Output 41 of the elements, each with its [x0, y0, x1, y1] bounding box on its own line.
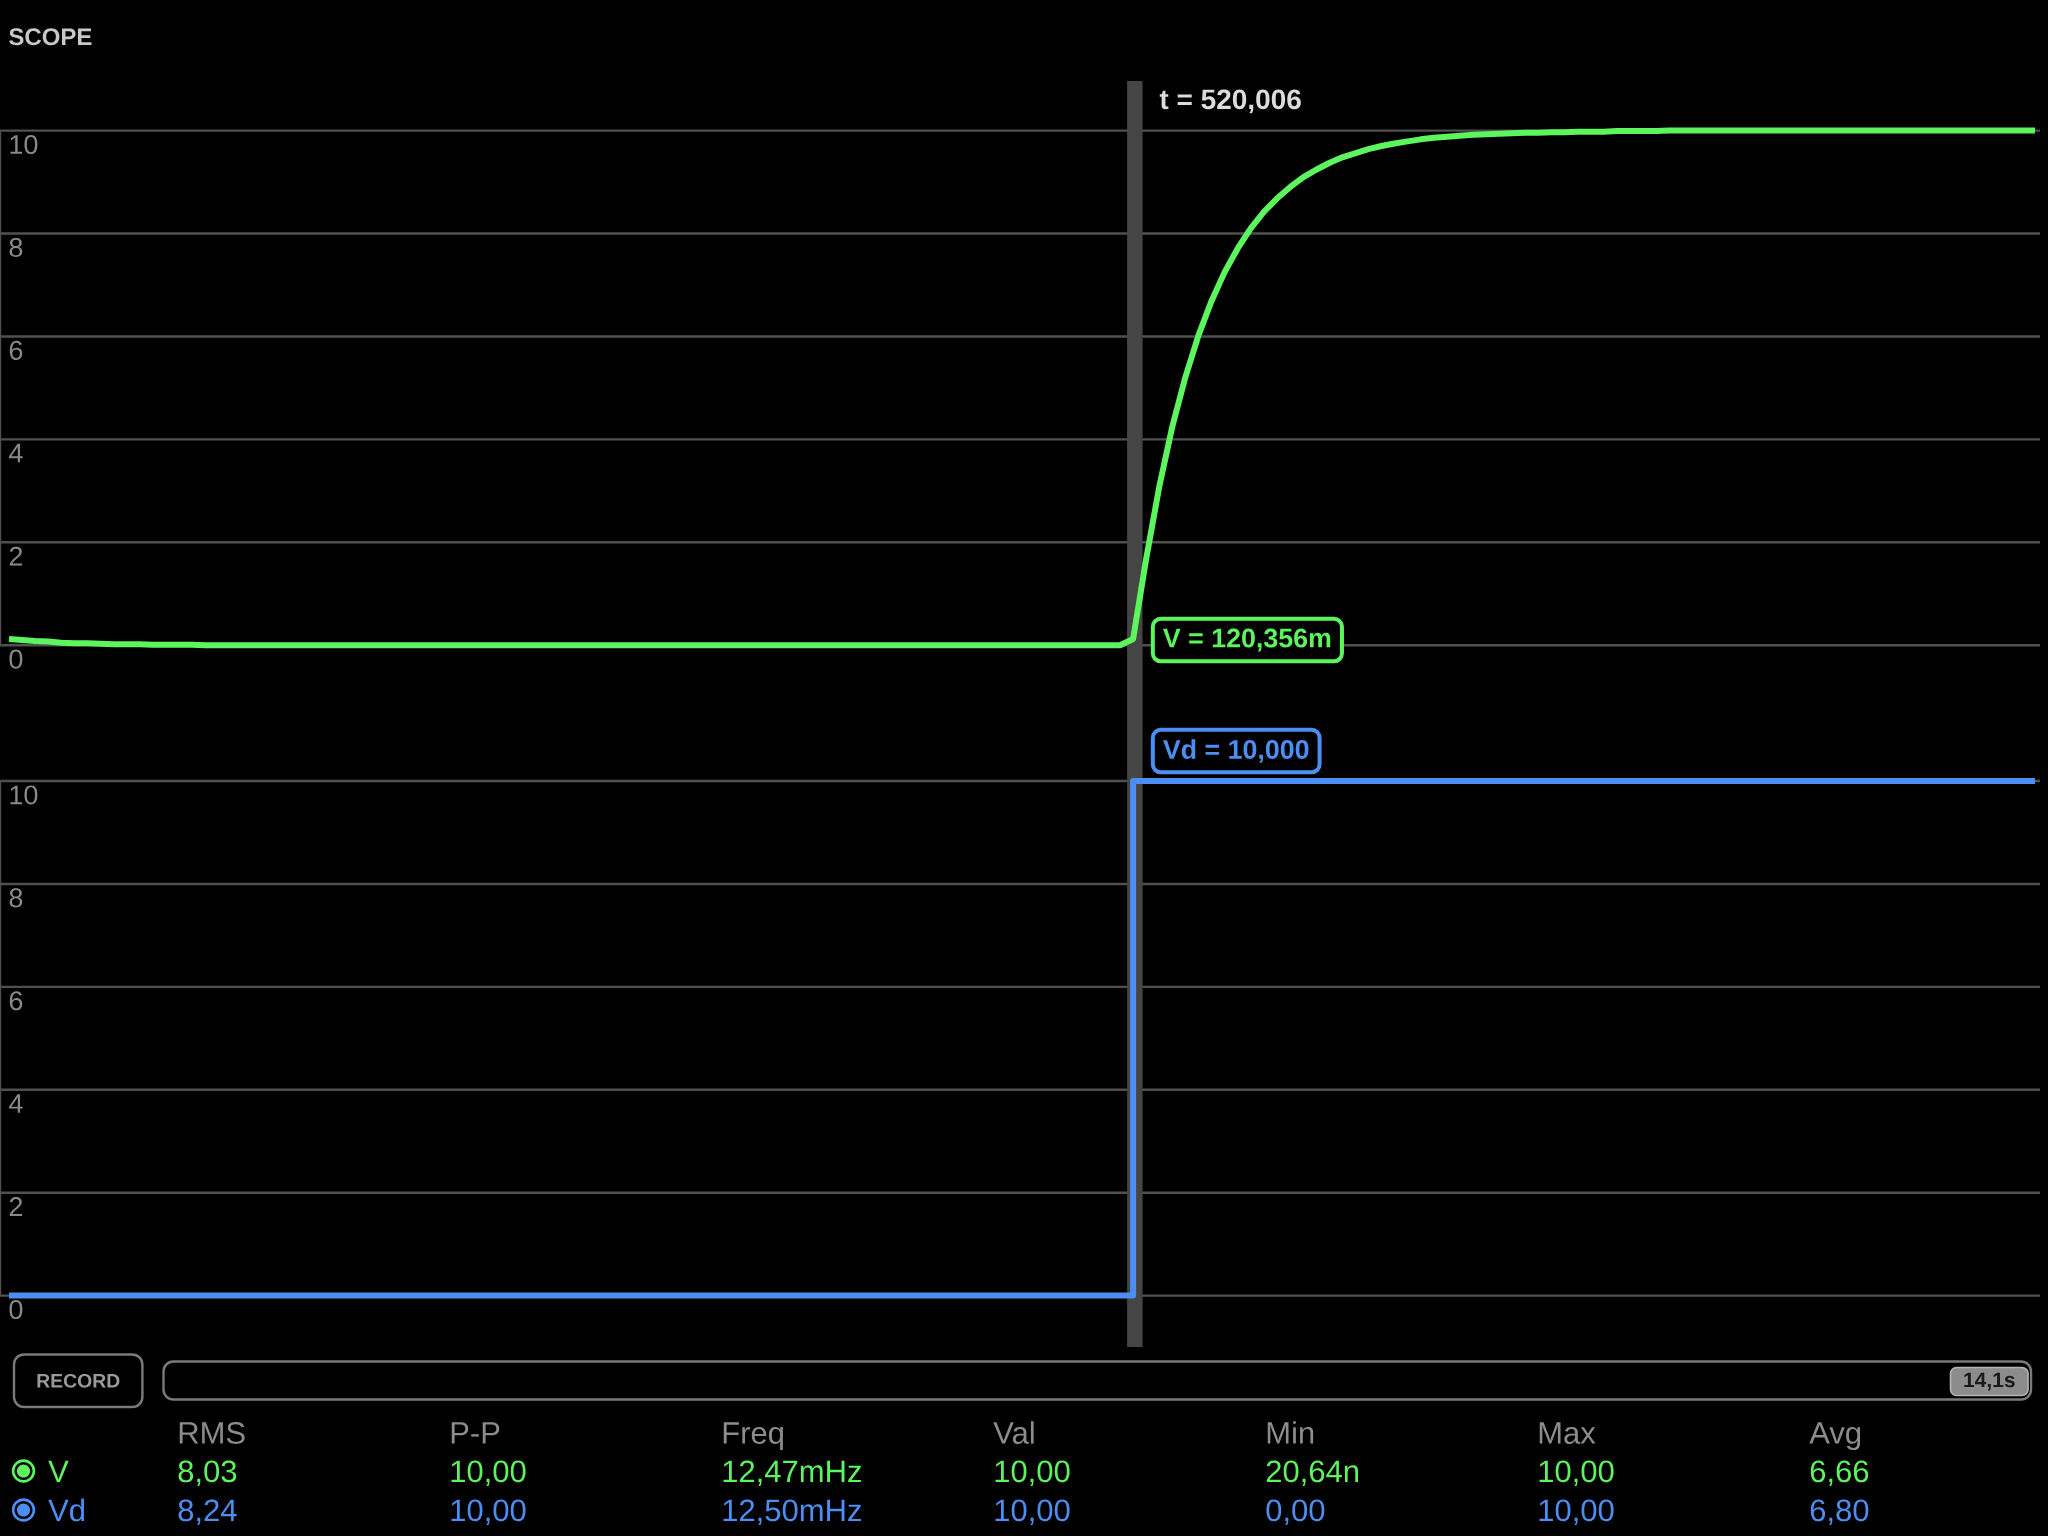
data-label: 0,00 [1266, 1499, 1325, 1525]
data-label: 6,80 [1810, 1499, 1869, 1525]
data-label: 12,50mHz [723, 1499, 861, 1525]
y-tick-label: 8 [9, 237, 23, 258]
category-label: P-P [451, 1422, 500, 1444]
y-tick-label: 4 [9, 1094, 23, 1113]
data-label: 10,00 [995, 1499, 1070, 1525]
y-tick-label: 0 [9, 1300, 23, 1320]
data-label: 10,00 [1539, 1460, 1614, 1486]
y-tick-label: 10 [10, 785, 38, 805]
data-label: 8,03 [178, 1460, 237, 1486]
data-label: 10,00 [451, 1460, 526, 1486]
y-tick-label: 6 [9, 340, 23, 360]
text: Vd = 10,000 [1163, 739, 1309, 763]
text: RECORD [37, 1373, 120, 1388]
data-label: 12,47mHz [723, 1460, 861, 1486]
y-tick-label: 2 [9, 546, 23, 566]
legend-label: V [48, 1460, 69, 1483]
y-tick-label: 8 [9, 888, 23, 908]
chart-title: SCOPE [9, 28, 92, 46]
y-tick-label: 0 [9, 649, 23, 669]
annotation: V = 120,356m [1163, 628, 1331, 652]
category-label: Freq [723, 1422, 783, 1451]
category-label: RMS [179, 1421, 245, 1444]
text: t = 520,006 [1159, 89, 1301, 114]
data-label: 10,00 [1539, 1499, 1614, 1525]
category-label: Val [993, 1421, 1034, 1444]
category-label: Avg [1809, 1422, 1861, 1451]
data-label: 20,64n [1266, 1460, 1358, 1486]
text: 14,1s [1964, 1372, 2015, 1391]
y-tick-label: 2 [9, 1197, 23, 1216]
y-tick-label: 10 [10, 135, 38, 155]
data-label: 10,00 [995, 1460, 1070, 1486]
category-label: Max [1539, 1422, 1596, 1444]
data-label: 8,24 [178, 1499, 237, 1525]
y-tick-label: 6 [9, 991, 23, 1011]
legend-label: Vd [48, 1498, 85, 1522]
data-label: 10,00 [451, 1499, 526, 1525]
data-label: 6,66 [1810, 1460, 1869, 1486]
y-tick-label: 4 [9, 443, 23, 463]
category-label: Min [1267, 1421, 1314, 1444]
